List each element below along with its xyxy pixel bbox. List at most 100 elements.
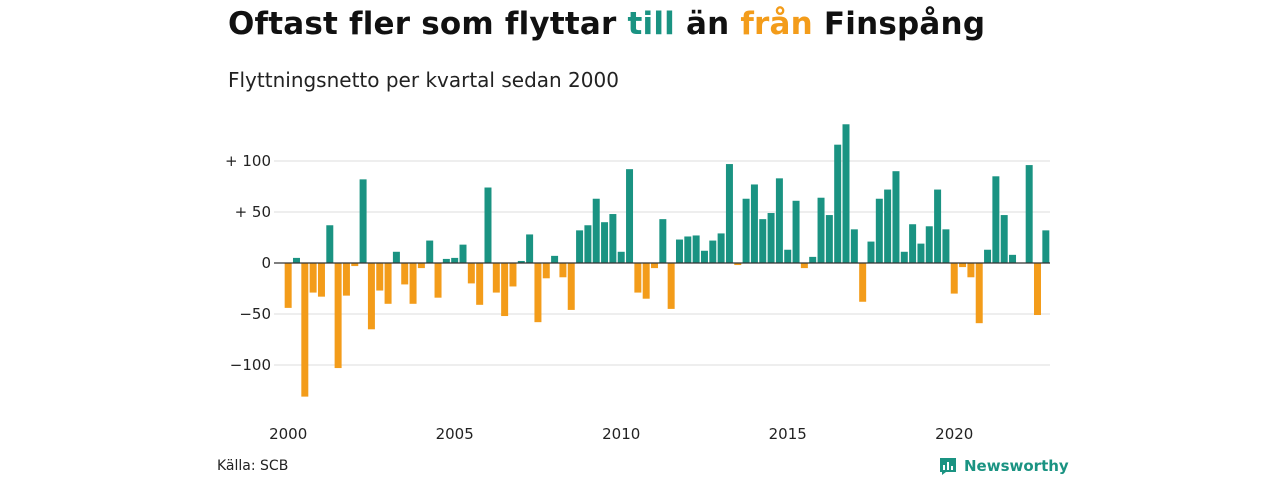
bar-2013Q4 xyxy=(742,198,750,263)
bar-2016Q4 xyxy=(842,124,850,263)
bar-2008Q2 xyxy=(559,263,567,278)
bar-2014Q4 xyxy=(775,178,783,263)
bar-2021Q4 xyxy=(1009,254,1017,263)
bar-2009Q1 xyxy=(584,225,592,263)
bar-2006Q2 xyxy=(492,263,500,293)
bar-2010Q2 xyxy=(626,169,634,263)
bar-chart: + 100 + 50 0 −50 −100 2000 2005 2010 2015 2020 xyxy=(225,124,1050,443)
bar-2012Q2 xyxy=(692,235,700,263)
bar-2003Q2 xyxy=(392,251,400,263)
chart-title: Oftast fler som flyttar till än från Fin… xyxy=(228,6,985,42)
bar-2002Q1 xyxy=(351,263,359,267)
bar-2008Q4 xyxy=(576,230,584,263)
bar-2016Q1 xyxy=(817,197,825,263)
bar-2004Q4 xyxy=(442,258,450,263)
bar-2019Q1 xyxy=(917,243,925,263)
bar-2012Q3 xyxy=(700,250,708,263)
x-tick-label: 2010 xyxy=(602,425,640,443)
bar-2005Q2 xyxy=(459,244,467,263)
y-tick-label: −100 xyxy=(230,356,271,374)
bar-2017Q1 xyxy=(850,229,858,263)
bar-2001Q3 xyxy=(334,263,342,369)
bar-2019Q2 xyxy=(925,226,933,263)
bar-2005Q4 xyxy=(476,263,484,305)
title-highlight-fran: från xyxy=(740,6,813,42)
bar-2013Q3 xyxy=(734,263,742,266)
bar-2018Q2 xyxy=(892,171,900,263)
bar-2009Q3 xyxy=(601,222,609,263)
bar-2011Q1 xyxy=(651,263,658,269)
bar-2021Q2 xyxy=(992,176,1000,263)
bar-2006Q4 xyxy=(509,263,517,287)
bar-2010Q4 xyxy=(642,263,650,299)
bar-2008Q3 xyxy=(567,263,575,310)
bar-2016Q3 xyxy=(834,144,842,263)
bar-2000Q2 xyxy=(292,257,300,263)
y-tick-label: −50 xyxy=(239,305,271,323)
bars xyxy=(284,124,1050,397)
bar-2016Q2 xyxy=(825,215,833,263)
chart-subtitle: Flyttningsnetto per kvartal sedan 2000 xyxy=(228,68,619,92)
bar-2015Q2 xyxy=(792,200,800,263)
bar-2019Q3 xyxy=(934,189,942,263)
bar-2017Q4 xyxy=(875,198,883,263)
bar-2015Q1 xyxy=(784,249,792,263)
x-axis-ticks: 2000 2005 2010 2015 2020 xyxy=(269,425,973,443)
y-tick-label: 0 xyxy=(261,254,271,272)
bar-2010Q1 xyxy=(617,251,625,263)
bar-2014Q2 xyxy=(759,219,767,263)
x-tick-label: 2015 xyxy=(769,425,807,443)
brand-logo: Newsworthy xyxy=(938,456,1069,476)
bar-2010Q3 xyxy=(634,263,642,293)
y-axis-ticks: + 100 + 50 0 −50 −100 xyxy=(225,152,271,374)
title-part-3: än xyxy=(674,6,741,42)
y-tick-label: + 100 xyxy=(225,152,271,170)
bar-2015Q3 xyxy=(800,263,808,269)
bar-2005Q1 xyxy=(451,257,459,263)
x-tick-label: 2020 xyxy=(935,425,973,443)
bar-2017Q3 xyxy=(867,241,875,263)
x-tick-label: 2005 xyxy=(436,425,474,443)
title-part-5: Finspång xyxy=(812,6,986,42)
gridlines xyxy=(274,160,1050,366)
brand-name: Newsworthy xyxy=(964,457,1069,475)
newsworthy-logo-icon xyxy=(940,458,956,475)
bar-2002Q3 xyxy=(367,263,375,330)
bar-2000Q3 xyxy=(301,263,309,397)
bar-2006Q1 xyxy=(484,187,492,263)
bar-2012Q4 xyxy=(709,240,717,263)
bar-2018Q1 xyxy=(884,189,892,263)
title-part-1: Oftast fler som flyttar xyxy=(228,6,628,42)
bar-2022Q4 xyxy=(1042,230,1050,263)
bar-2014Q3 xyxy=(767,213,775,263)
bar-2021Q3 xyxy=(1000,215,1008,263)
bar-2006Q3 xyxy=(501,263,509,317)
bar-2004Q3 xyxy=(434,263,442,298)
bar-2007Q2 xyxy=(526,234,534,263)
bar-2004Q2 xyxy=(426,240,434,263)
bar-2009Q2 xyxy=(592,198,600,263)
bar-2011Q4 xyxy=(675,239,683,263)
bar-2003Q4 xyxy=(409,263,417,304)
bar-2022Q3 xyxy=(1034,263,1041,316)
bar-2022Q2 xyxy=(1025,165,1033,263)
bar-2020Q3 xyxy=(967,263,975,278)
source-note: Källa: SCB xyxy=(217,458,289,474)
bar-2002Q2 xyxy=(359,179,367,263)
bar-2007Q3 xyxy=(534,263,542,323)
title-highlight-till: till xyxy=(627,6,675,42)
bar-2004Q1 xyxy=(417,263,425,269)
bar-2020Q2 xyxy=(959,263,967,268)
bar-2020Q1 xyxy=(950,263,958,294)
bar-2017Q2 xyxy=(859,263,867,302)
bar-2013Q1 xyxy=(717,233,725,263)
bar-2001Q2 xyxy=(326,225,334,263)
bar-2000Q1 xyxy=(284,263,292,308)
bar-2007Q1 xyxy=(517,260,525,263)
bar-2021Q1 xyxy=(984,249,992,263)
bar-2000Q4 xyxy=(309,263,317,293)
bar-2011Q2 xyxy=(659,219,667,263)
bar-2003Q1 xyxy=(384,263,392,304)
bar-2008Q1 xyxy=(551,255,559,263)
bar-2009Q4 xyxy=(609,214,617,263)
